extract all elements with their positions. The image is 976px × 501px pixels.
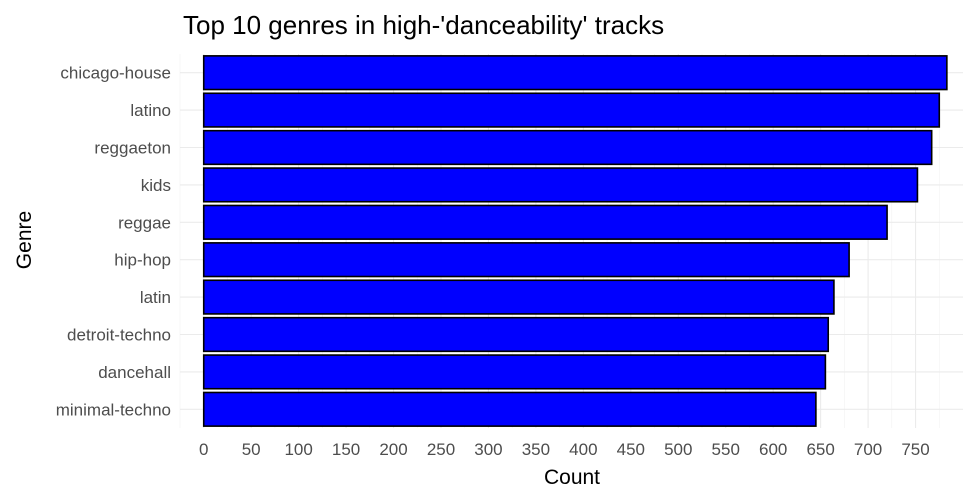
x-tick-label: 250 — [427, 440, 455, 459]
bar-hip-hop — [202, 242, 850, 278]
bar-chicago-house — [202, 55, 948, 91]
x-tick-label: 450 — [617, 440, 645, 459]
x-axis-tick-labels: 0 50 100 150 200 250 300 350 400 450 500 550 600 650 7… — [199, 440, 930, 459]
y-tick-label: latin — [140, 288, 171, 307]
x-tick-label: 600 — [759, 440, 787, 459]
x-tick-label: 650 — [806, 440, 834, 459]
x-tick-label: 0 — [199, 440, 208, 459]
bar-kids — [202, 167, 919, 203]
y-tick-label: dancehall — [98, 363, 171, 382]
bar-detroit-techno — [202, 316, 830, 353]
y-tick-label: detroit-techno — [67, 326, 171, 345]
bar-latino — [202, 92, 941, 128]
x-tick-label: 750 — [901, 440, 929, 459]
bar-dancehall — [202, 354, 827, 390]
x-tick-label: 550 — [712, 440, 740, 459]
x-axis-title: Count — [544, 466, 600, 489]
x-tick-label: 400 — [569, 440, 597, 459]
x-tick-label: 350 — [522, 440, 550, 459]
x-tick-label: 150 — [332, 440, 360, 459]
x-tick-label: 100 — [284, 440, 312, 459]
chart-title: Top 10 genres in high-'danceability' tra… — [183, 10, 664, 40]
x-tick-label: 50 — [242, 440, 261, 459]
bars-layer — [202, 55, 948, 427]
x-tick-label: 700 — [854, 440, 882, 459]
x-tick-label: 300 — [474, 440, 502, 459]
bar-reggaeton — [202, 129, 933, 166]
x-tick-label: 200 — [379, 440, 407, 459]
y-axis-tick-labels: chicago-house latino reggaeton kids reggae hi… — [56, 64, 171, 420]
bar-reggae — [202, 204, 888, 240]
bar-latin — [202, 279, 835, 315]
plot-panel — [179, 54, 963, 428]
y-tick-label: kids — [141, 176, 171, 195]
y-tick-label: minimal-techno — [56, 400, 171, 419]
bar-minimal-techno — [202, 391, 817, 427]
x-tick-label: 500 — [664, 440, 692, 459]
y-axis-title: Genre — [13, 211, 36, 269]
y-tick-label: hip-hop — [114, 251, 171, 270]
y-tick-label: latino — [130, 101, 171, 120]
y-tick-label: reggae — [118, 213, 171, 232]
y-tick-label: reggaeton — [94, 139, 171, 158]
y-tick-label: chicago-house — [60, 64, 171, 83]
